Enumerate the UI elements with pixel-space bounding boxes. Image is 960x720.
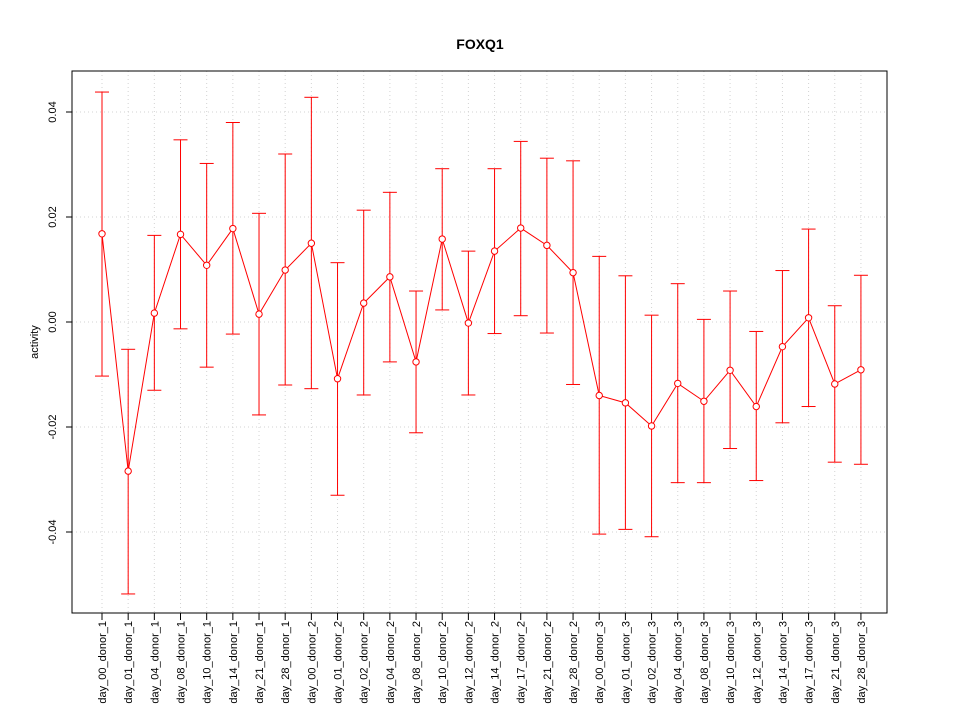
data-point bbox=[386, 273, 394, 281]
x-tick-label: day_02_donor_2 bbox=[359, 621, 371, 704]
x-tick-label: day_08_donor_2 bbox=[411, 621, 423, 704]
x-tick-label: day_08_donor_3 bbox=[699, 621, 711, 704]
data-point bbox=[726, 366, 734, 374]
x-tick-label: day_00_donor_3 bbox=[594, 621, 606, 704]
x-tick-label: day_14_donor_1 bbox=[228, 621, 240, 704]
x-tick-label: day_14_donor_3 bbox=[777, 621, 789, 704]
grid-lines bbox=[72, 71, 887, 613]
x-tick-label: day_21_donor_1 bbox=[254, 621, 266, 704]
data-point bbox=[804, 314, 813, 322]
x-tick-label: day_00_donor_2 bbox=[306, 621, 318, 704]
x-tick-label: day_10_donor_3 bbox=[725, 621, 737, 704]
series-line bbox=[101, 227, 862, 472]
x-tick-label: day_10_donor_1 bbox=[202, 621, 214, 704]
y-tick-label: 0.02 bbox=[47, 206, 59, 227]
data-point bbox=[281, 266, 289, 274]
x-tick-label: day_12_donor_2 bbox=[463, 621, 475, 704]
x-tick-label: day_21_donor_3 bbox=[830, 621, 842, 704]
x-tick-label: day_04_donor_3 bbox=[673, 621, 685, 704]
x-tick-label: day_04_donor_1 bbox=[149, 621, 161, 704]
data-point bbox=[360, 299, 368, 307]
data-point bbox=[517, 224, 525, 232]
data-point bbox=[98, 230, 106, 238]
data-point bbox=[857, 366, 865, 374]
data-point bbox=[490, 247, 499, 255]
data-point bbox=[150, 309, 159, 317]
chart-title: FOXQ1 bbox=[456, 36, 504, 52]
data-point bbox=[438, 235, 446, 243]
x-tick-label: day_00_donor_1 bbox=[97, 621, 109, 704]
data-point bbox=[647, 422, 656, 430]
y-tick-label: -0.04 bbox=[47, 519, 59, 544]
data-point bbox=[831, 380, 839, 388]
y-tick-label: -0.02 bbox=[47, 414, 59, 439]
data-point bbox=[778, 342, 787, 351]
y-tick-label: 0.04 bbox=[47, 101, 59, 122]
x-tick-label: day_12_donor_3 bbox=[751, 621, 763, 704]
data-point bbox=[307, 239, 316, 247]
y-axis-label: activity bbox=[29, 325, 41, 359]
data-point bbox=[176, 230, 185, 239]
x-tick-label: day_28_donor_3 bbox=[856, 621, 868, 704]
error-bars bbox=[95, 91, 868, 595]
data-point bbox=[674, 379, 682, 388]
x-tick-label: day_17_donor_3 bbox=[804, 621, 816, 704]
x-tick-label: day_21_donor_2 bbox=[542, 621, 554, 704]
data-point bbox=[124, 467, 132, 475]
y-tick-label: 0.00 bbox=[47, 311, 59, 332]
x-tick-label: day_08_donor_1 bbox=[176, 621, 188, 704]
data-point bbox=[464, 319, 473, 327]
data-point bbox=[621, 399, 630, 407]
data-point bbox=[752, 402, 760, 411]
x-tick-label: day_01_donor_1 bbox=[123, 621, 135, 704]
data-point bbox=[255, 310, 263, 318]
data-point bbox=[333, 375, 342, 383]
data-point bbox=[595, 391, 603, 400]
x-axis: day_00_donor_1 day_01_donor_1 day_04_donor… bbox=[97, 612, 868, 704]
x-tick-label: day_01_donor_3 bbox=[620, 621, 632, 704]
data-point bbox=[412, 358, 420, 366]
data-point bbox=[202, 261, 211, 269]
x-tick-label: day_01_donor_2 bbox=[333, 621, 345, 704]
x-tick-label: day_14_donor_2 bbox=[490, 621, 502, 704]
y-axis: -0.04 -0.02 0.00 0.02 0.04 bbox=[47, 101, 73, 545]
data-point bbox=[229, 224, 237, 233]
x-tick-label: day_17_donor_2 bbox=[516, 621, 528, 704]
data-point bbox=[700, 397, 708, 405]
x-tick-label: day_28_donor_2 bbox=[568, 621, 580, 704]
x-tick-label: day_28_donor_1 bbox=[280, 621, 292, 704]
data-point bbox=[543, 241, 551, 250]
data-points bbox=[98, 224, 865, 475]
series-line-path bbox=[101, 227, 862, 472]
x-tick-label: day_02_donor_3 bbox=[647, 621, 659, 704]
x-tick-label: day_04_donor_2 bbox=[385, 621, 397, 704]
data-point bbox=[569, 268, 577, 277]
x-tick-label: day_10_donor_2 bbox=[437, 621, 449, 704]
